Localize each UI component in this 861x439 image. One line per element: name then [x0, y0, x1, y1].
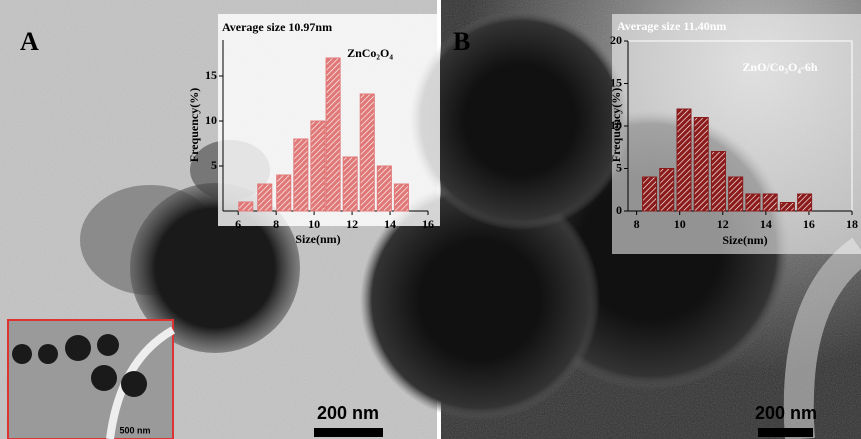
x-axis-label: Size(nm): [722, 233, 767, 247]
bar: [642, 176, 658, 212]
bar: [359, 93, 375, 212]
bar: [376, 165, 392, 212]
chart-title: Average size 11.40nm: [617, 19, 726, 33]
bar: [325, 57, 341, 212]
chart-title: Average size 10.97nm: [222, 20, 332, 34]
y-tick-label: 10: [610, 118, 622, 132]
y-tick-label: 15: [610, 75, 622, 89]
bar: [293, 138, 309, 212]
bar: [659, 168, 675, 212]
x-tick-label: 14: [760, 217, 772, 231]
y-tick-label: 5: [616, 160, 622, 174]
x-tick-label: 14: [384, 217, 396, 231]
bar: [779, 202, 795, 212]
y-tick-label: 20: [610, 33, 622, 47]
x-tick-label: 16: [422, 217, 434, 231]
y-tick-label: 15: [205, 68, 217, 82]
x-tick-label: 8: [634, 217, 640, 231]
bar: [676, 108, 692, 212]
scale-bar-label: 500 nm: [119, 425, 150, 435]
bar: [797, 193, 813, 212]
scale-bar-label: 200 nm: [755, 403, 817, 423]
x-tick-label: 12: [346, 217, 358, 231]
x-tick-label: 18: [846, 217, 858, 231]
x-tick-label: 8: [273, 217, 279, 231]
scale-bar: [314, 428, 383, 437]
y-tick-label: 5: [211, 158, 217, 172]
panel-label: A: [20, 27, 39, 56]
legend-label: ZnCo₂O₄: [347, 46, 393, 60]
y-axis-label: Frequency(%): [609, 88, 623, 162]
x-tick-label: 12: [717, 217, 729, 231]
bar: [710, 151, 726, 212]
x-tick-label: 10: [308, 217, 320, 231]
x-tick-label: 16: [803, 217, 815, 231]
bar: [728, 176, 744, 212]
y-tick-label: 0: [616, 203, 622, 217]
bar: [342, 156, 358, 212]
legend-label: ZnO/Co₃O₄-6h: [742, 60, 818, 74]
bar: [238, 201, 254, 212]
y-axis-label: Frequency(%): [187, 88, 201, 162]
bar: [762, 193, 778, 212]
scale-bar-label: 200 nm: [317, 403, 379, 423]
bar: [257, 183, 273, 212]
bar: [693, 117, 709, 212]
bar: [310, 120, 326, 212]
bar: [276, 174, 292, 212]
bar: [393, 183, 409, 212]
x-tick-label: 6: [235, 217, 241, 231]
inset-bg: [612, 14, 861, 254]
scale-bar: [758, 428, 813, 437]
panel-label: B: [453, 27, 470, 56]
bar: [745, 193, 761, 212]
x-axis-label: Size(nm): [295, 232, 340, 246]
y-tick-label: 10: [205, 113, 217, 127]
x-tick-label: 10: [674, 217, 686, 231]
